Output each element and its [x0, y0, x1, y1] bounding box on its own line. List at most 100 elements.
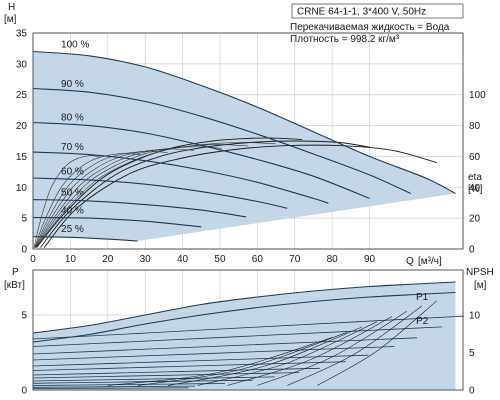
- flow-tick-label: 20: [102, 254, 114, 265]
- speed-power-curve: [32, 326, 442, 347]
- speed-power-curve: [32, 337, 417, 355]
- npsh-curve: [167, 326, 363, 386]
- flow-tick-label: 30: [140, 254, 152, 265]
- p1-label: P1: [416, 292, 429, 303]
- speed-power-curve: [32, 379, 253, 384]
- speed-power-curve: [32, 387, 189, 389]
- speed-label: 90 %: [61, 79, 84, 90]
- head-curve: [32, 177, 288, 209]
- eta-axis-unit: [%]: [468, 184, 483, 195]
- speed-label: 25 %: [61, 224, 84, 235]
- speed-power-curve: [32, 315, 465, 340]
- flow-tick-label: 10: [65, 254, 77, 265]
- head-curve: [32, 151, 329, 204]
- operating-envelope: [33, 51, 456, 241]
- head-axis-ticks: 0 5 10 15 20 25 30 35: [16, 29, 28, 256]
- npsh-axis-ticks: 0 5 10: [469, 311, 481, 397]
- fluid-label: Перекачиваемая жидкость = Вода: [290, 22, 450, 33]
- efficiency-curve-variant: [33, 155, 101, 248]
- npsh-tick-label: 5: [469, 348, 475, 359]
- head-tick-label: 0: [21, 245, 27, 256]
- p1-curve: [32, 281, 456, 334]
- flow-tick-label: 50: [214, 254, 226, 265]
- head-curve: [32, 50, 456, 194]
- speed-label: 50 %: [61, 188, 84, 199]
- model-label-box: [291, 3, 464, 19]
- head-curves: [32, 50, 456, 242]
- head-curve: [32, 87, 411, 195]
- flow-tick-label: 70: [289, 254, 301, 265]
- speed-power-curve: [32, 354, 369, 367]
- speed-power-curve: [32, 372, 300, 379]
- head-tick-label: 35: [16, 29, 28, 40]
- power-axis-title: P: [12, 267, 19, 278]
- npsh-curve: [317, 300, 437, 386]
- speed-power-curve: [32, 361, 346, 371]
- power-axis-unit: [кВт]: [4, 280, 25, 291]
- speed-power-curve: [32, 367, 320, 376]
- power-tick-label: 5: [21, 311, 27, 322]
- speed-power-curve: [32, 346, 395, 361]
- head-curve: [32, 216, 202, 228]
- eta-tick-label: 100: [469, 90, 486, 101]
- eta-tick-label: 60: [469, 152, 481, 163]
- head-tick-label: 5: [21, 214, 27, 225]
- head-axis-unit: [м]: [4, 14, 17, 25]
- upper-plot-frame: [32, 32, 464, 250]
- head-curve: [32, 199, 247, 218]
- speed-label: 60 %: [61, 167, 84, 178]
- eta-axis-title: eta: [468, 172, 482, 183]
- npsh-curve: [287, 305, 423, 386]
- efficiency-curve-variant: [35, 144, 249, 248]
- speed-label: 70 %: [61, 142, 84, 153]
- eta-tick-label: 80: [469, 121, 481, 132]
- npsh-curve: [227, 316, 393, 386]
- efficiency-curve: [36, 137, 303, 248]
- head-tick-label: 25: [16, 90, 28, 101]
- npsh-curve: [137, 332, 348, 386]
- lower-plot-frame: [32, 269, 464, 391]
- flow-axis-unit: [м³/ч]: [418, 256, 442, 267]
- power-curves: [32, 281, 465, 389]
- flow-tick-label: 80: [327, 254, 339, 265]
- npsh-tick-label: 10: [469, 311, 481, 322]
- head-tick-label: 15: [16, 152, 28, 163]
- density-label: Плотность = 998.2 кг/м³: [290, 34, 400, 45]
- flow-tick-label: 90: [364, 254, 376, 265]
- speed-power-curve: [32, 383, 225, 386]
- p2-label: P2: [416, 316, 429, 327]
- npsh-curve: [257, 311, 408, 386]
- npsh-axis-title: NPSH: [466, 267, 494, 278]
- efficiency-curve-variant: [34, 150, 168, 248]
- head-tick-label: 10: [16, 183, 28, 194]
- eta-axis-ticks: 0 20 40 60 80 100: [469, 90, 486, 255]
- model-label: CRNE 64-1-1, 3*400 V, 50Hz: [297, 7, 426, 18]
- power-tick-label: 0: [21, 386, 27, 397]
- eta-tick-label: 0: [469, 245, 475, 256]
- npsh-tick-label: 0: [469, 386, 475, 397]
- p2-curve: [32, 291, 456, 343]
- flow-tick-label: 40: [177, 254, 189, 265]
- head-axis-title: H: [8, 2, 15, 13]
- speed-label: 80 %: [61, 112, 84, 123]
- speed-power-curve: [32, 385, 195, 388]
- flow-axis-ticks: 0 10 20 30 40 50 60 70 80 90: [30, 254, 375, 265]
- head-efficiency-panel: 0 5 10 15 20 25 30 35 0 20 40 60 80 100 0 10 20 30 40 50 6…: [4, 2, 486, 267]
- flow-axis-title: Q: [406, 256, 414, 267]
- speed-label: 100 %: [61, 40, 89, 51]
- head-curve: [32, 121, 370, 199]
- eta-tick-label: 40: [469, 183, 481, 194]
- power-axis-ticks: 05: [21, 311, 27, 397]
- efficiency-curve-variant: [36, 142, 276, 248]
- flow-tick-label: 60: [252, 254, 264, 265]
- head-tick-label: 20: [16, 121, 28, 132]
- head-curve: [32, 236, 138, 242]
- efficiency-curve-variant: [35, 146, 222, 248]
- flow-tick-label: 0: [30, 254, 36, 265]
- speed-label: 40 %: [61, 206, 84, 217]
- npsh-curve: [107, 337, 333, 386]
- eta-tick-label: 20: [469, 214, 481, 225]
- npsh-axis-unit: [м]: [474, 280, 487, 291]
